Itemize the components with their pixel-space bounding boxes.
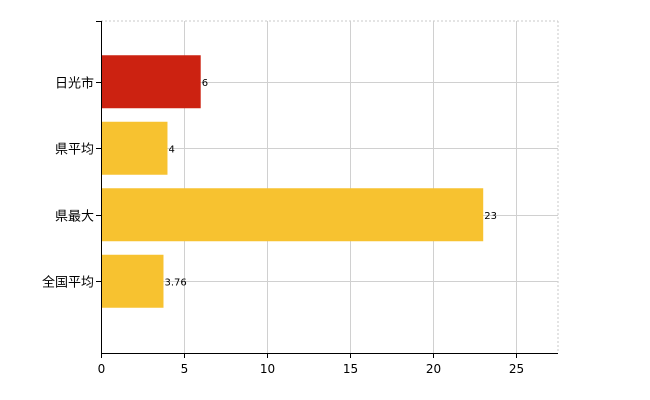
data-label: 23 [484, 211, 497, 222]
x-tick-label: 5 [181, 362, 189, 376]
bar [101, 121, 168, 175]
x-tick-label: 10 [260, 362, 275, 376]
category-label: 全国平均 [42, 275, 94, 291]
category-label: 県最大 [55, 210, 94, 225]
category-label: 日光市 [55, 76, 94, 92]
x-tick-label: 20 [426, 362, 441, 376]
bar [101, 254, 164, 308]
x-tick-label: 0 [98, 362, 106, 376]
data-label: 6 [202, 78, 208, 89]
x-tick-label: 15 [343, 362, 358, 376]
category-label: 県平均 [55, 143, 94, 158]
data-label: 4 [168, 144, 174, 155]
axis-layer [96, 21, 558, 358]
bar-layer [101, 55, 484, 308]
bar [101, 188, 484, 242]
data-label: 3.76 [164, 277, 186, 288]
x-tick-label: 25 [509, 362, 524, 376]
bar [101, 55, 201, 109]
